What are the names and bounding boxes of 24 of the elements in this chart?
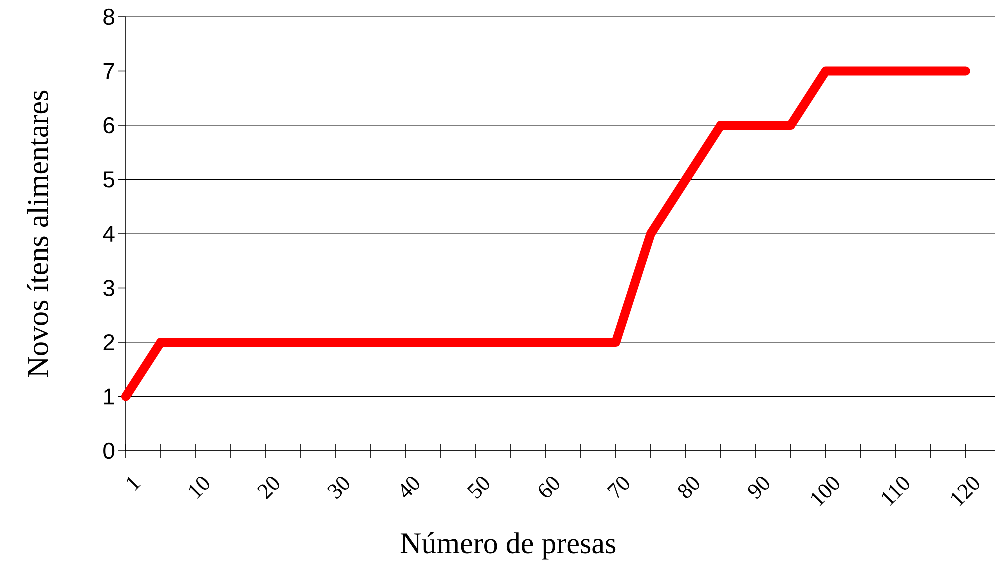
x-tick-label: 20 — [257, 476, 280, 500]
x-tick-label: 80 — [678, 476, 700, 498]
x-tick-label: 50 — [467, 476, 490, 500]
y-tick-label: 0 — [104, 442, 115, 460]
y-tick-label: 3 — [104, 280, 114, 296]
x-tick-label: 10 — [189, 476, 210, 499]
x-tick-label: 90 — [748, 476, 770, 500]
y-tick-label: 6 — [104, 117, 114, 134]
y-tick-label: 5 — [104, 172, 114, 188]
x-tick-label: 110 — [882, 476, 910, 506]
y-tick-label: 1 — [104, 388, 114, 405]
x-tick-label: 100 — [811, 476, 840, 507]
x-tick-label: 70 — [607, 476, 630, 498]
x-tick-label: 60 — [539, 476, 560, 498]
y-tick-label: 4 — [103, 226, 115, 242]
x-tick-label: 1 — [126, 477, 141, 491]
y-axis-title: Novos ítens alimentares — [27, 90, 48, 378]
x-axis-title: Número de presas — [400, 532, 616, 560]
y-tick-label: 7 — [104, 63, 114, 80]
x-tick-label: 40 — [401, 476, 420, 498]
y-tick-label: 8 — [104, 8, 114, 26]
x-tick-label: 30 — [328, 476, 350, 500]
x-tick-label: 120 — [951, 476, 980, 507]
y-tick-label: 2 — [104, 334, 114, 351]
